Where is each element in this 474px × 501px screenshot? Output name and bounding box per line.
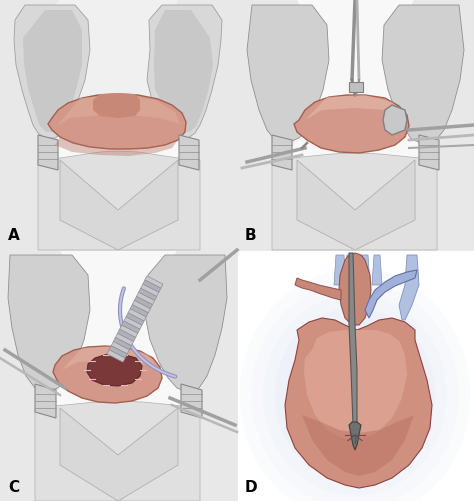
Polygon shape (237, 0, 315, 250)
Polygon shape (159, 0, 237, 250)
Bar (0, 250, 237, 501)
Polygon shape (93, 93, 140, 118)
Ellipse shape (299, 333, 411, 457)
Polygon shape (360, 255, 370, 285)
Polygon shape (124, 317, 142, 329)
Ellipse shape (322, 359, 388, 431)
Bar (0, 0, 237, 250)
Polygon shape (302, 415, 414, 476)
Text: C: C (8, 480, 19, 495)
Polygon shape (132, 301, 150, 313)
Ellipse shape (275, 308, 435, 482)
Polygon shape (115, 333, 134, 346)
Polygon shape (38, 135, 58, 170)
Ellipse shape (287, 321, 423, 469)
Polygon shape (126, 313, 144, 325)
Polygon shape (53, 346, 162, 403)
Ellipse shape (310, 346, 400, 444)
Polygon shape (419, 135, 439, 170)
Polygon shape (0, 0, 78, 250)
Polygon shape (87, 354, 142, 386)
Polygon shape (297, 160, 415, 250)
Polygon shape (144, 255, 227, 392)
Polygon shape (35, 401, 200, 501)
Polygon shape (179, 135, 199, 170)
Ellipse shape (251, 282, 459, 501)
Bar (237, 0, 474, 250)
Polygon shape (285, 318, 432, 488)
Polygon shape (295, 278, 341, 300)
Polygon shape (113, 338, 131, 350)
Polygon shape (35, 384, 56, 418)
Polygon shape (25, 0, 177, 143)
Polygon shape (62, 346, 158, 370)
Ellipse shape (239, 269, 471, 501)
Polygon shape (383, 105, 407, 135)
Polygon shape (107, 350, 125, 362)
Polygon shape (60, 408, 178, 501)
Polygon shape (48, 94, 186, 149)
Polygon shape (272, 135, 292, 170)
Polygon shape (23, 10, 82, 132)
Polygon shape (304, 330, 407, 440)
Polygon shape (138, 288, 157, 301)
Text: B: B (245, 228, 256, 243)
Polygon shape (382, 5, 464, 143)
Polygon shape (137, 292, 155, 305)
Polygon shape (147, 5, 222, 138)
Polygon shape (349, 422, 361, 450)
Text: A: A (8, 228, 20, 243)
Polygon shape (134, 297, 153, 309)
Polygon shape (181, 384, 202, 418)
Polygon shape (119, 325, 138, 338)
Polygon shape (128, 309, 146, 321)
Polygon shape (396, 0, 474, 250)
Polygon shape (109, 346, 127, 358)
Polygon shape (0, 250, 78, 501)
Polygon shape (14, 5, 90, 138)
Polygon shape (60, 160, 178, 250)
Polygon shape (154, 10, 213, 132)
Polygon shape (111, 342, 129, 354)
Polygon shape (145, 276, 163, 288)
Polygon shape (305, 95, 405, 120)
Polygon shape (294, 95, 409, 153)
Polygon shape (141, 284, 159, 297)
Bar (237, 250, 474, 501)
Polygon shape (57, 95, 180, 126)
Polygon shape (159, 250, 237, 501)
Polygon shape (339, 253, 371, 325)
Polygon shape (372, 255, 382, 285)
Polygon shape (272, 153, 437, 250)
Polygon shape (399, 255, 419, 320)
Ellipse shape (263, 295, 447, 495)
Polygon shape (8, 255, 90, 392)
Polygon shape (365, 270, 417, 318)
Polygon shape (345, 255, 355, 285)
Polygon shape (247, 5, 329, 143)
Text: D: D (245, 480, 258, 495)
Polygon shape (130, 305, 148, 317)
Polygon shape (122, 321, 140, 333)
Polygon shape (349, 253, 357, 435)
Polygon shape (334, 255, 346, 285)
Polygon shape (118, 329, 136, 342)
Polygon shape (143, 280, 161, 292)
Polygon shape (349, 82, 363, 92)
Polygon shape (55, 137, 178, 156)
Polygon shape (38, 151, 200, 250)
